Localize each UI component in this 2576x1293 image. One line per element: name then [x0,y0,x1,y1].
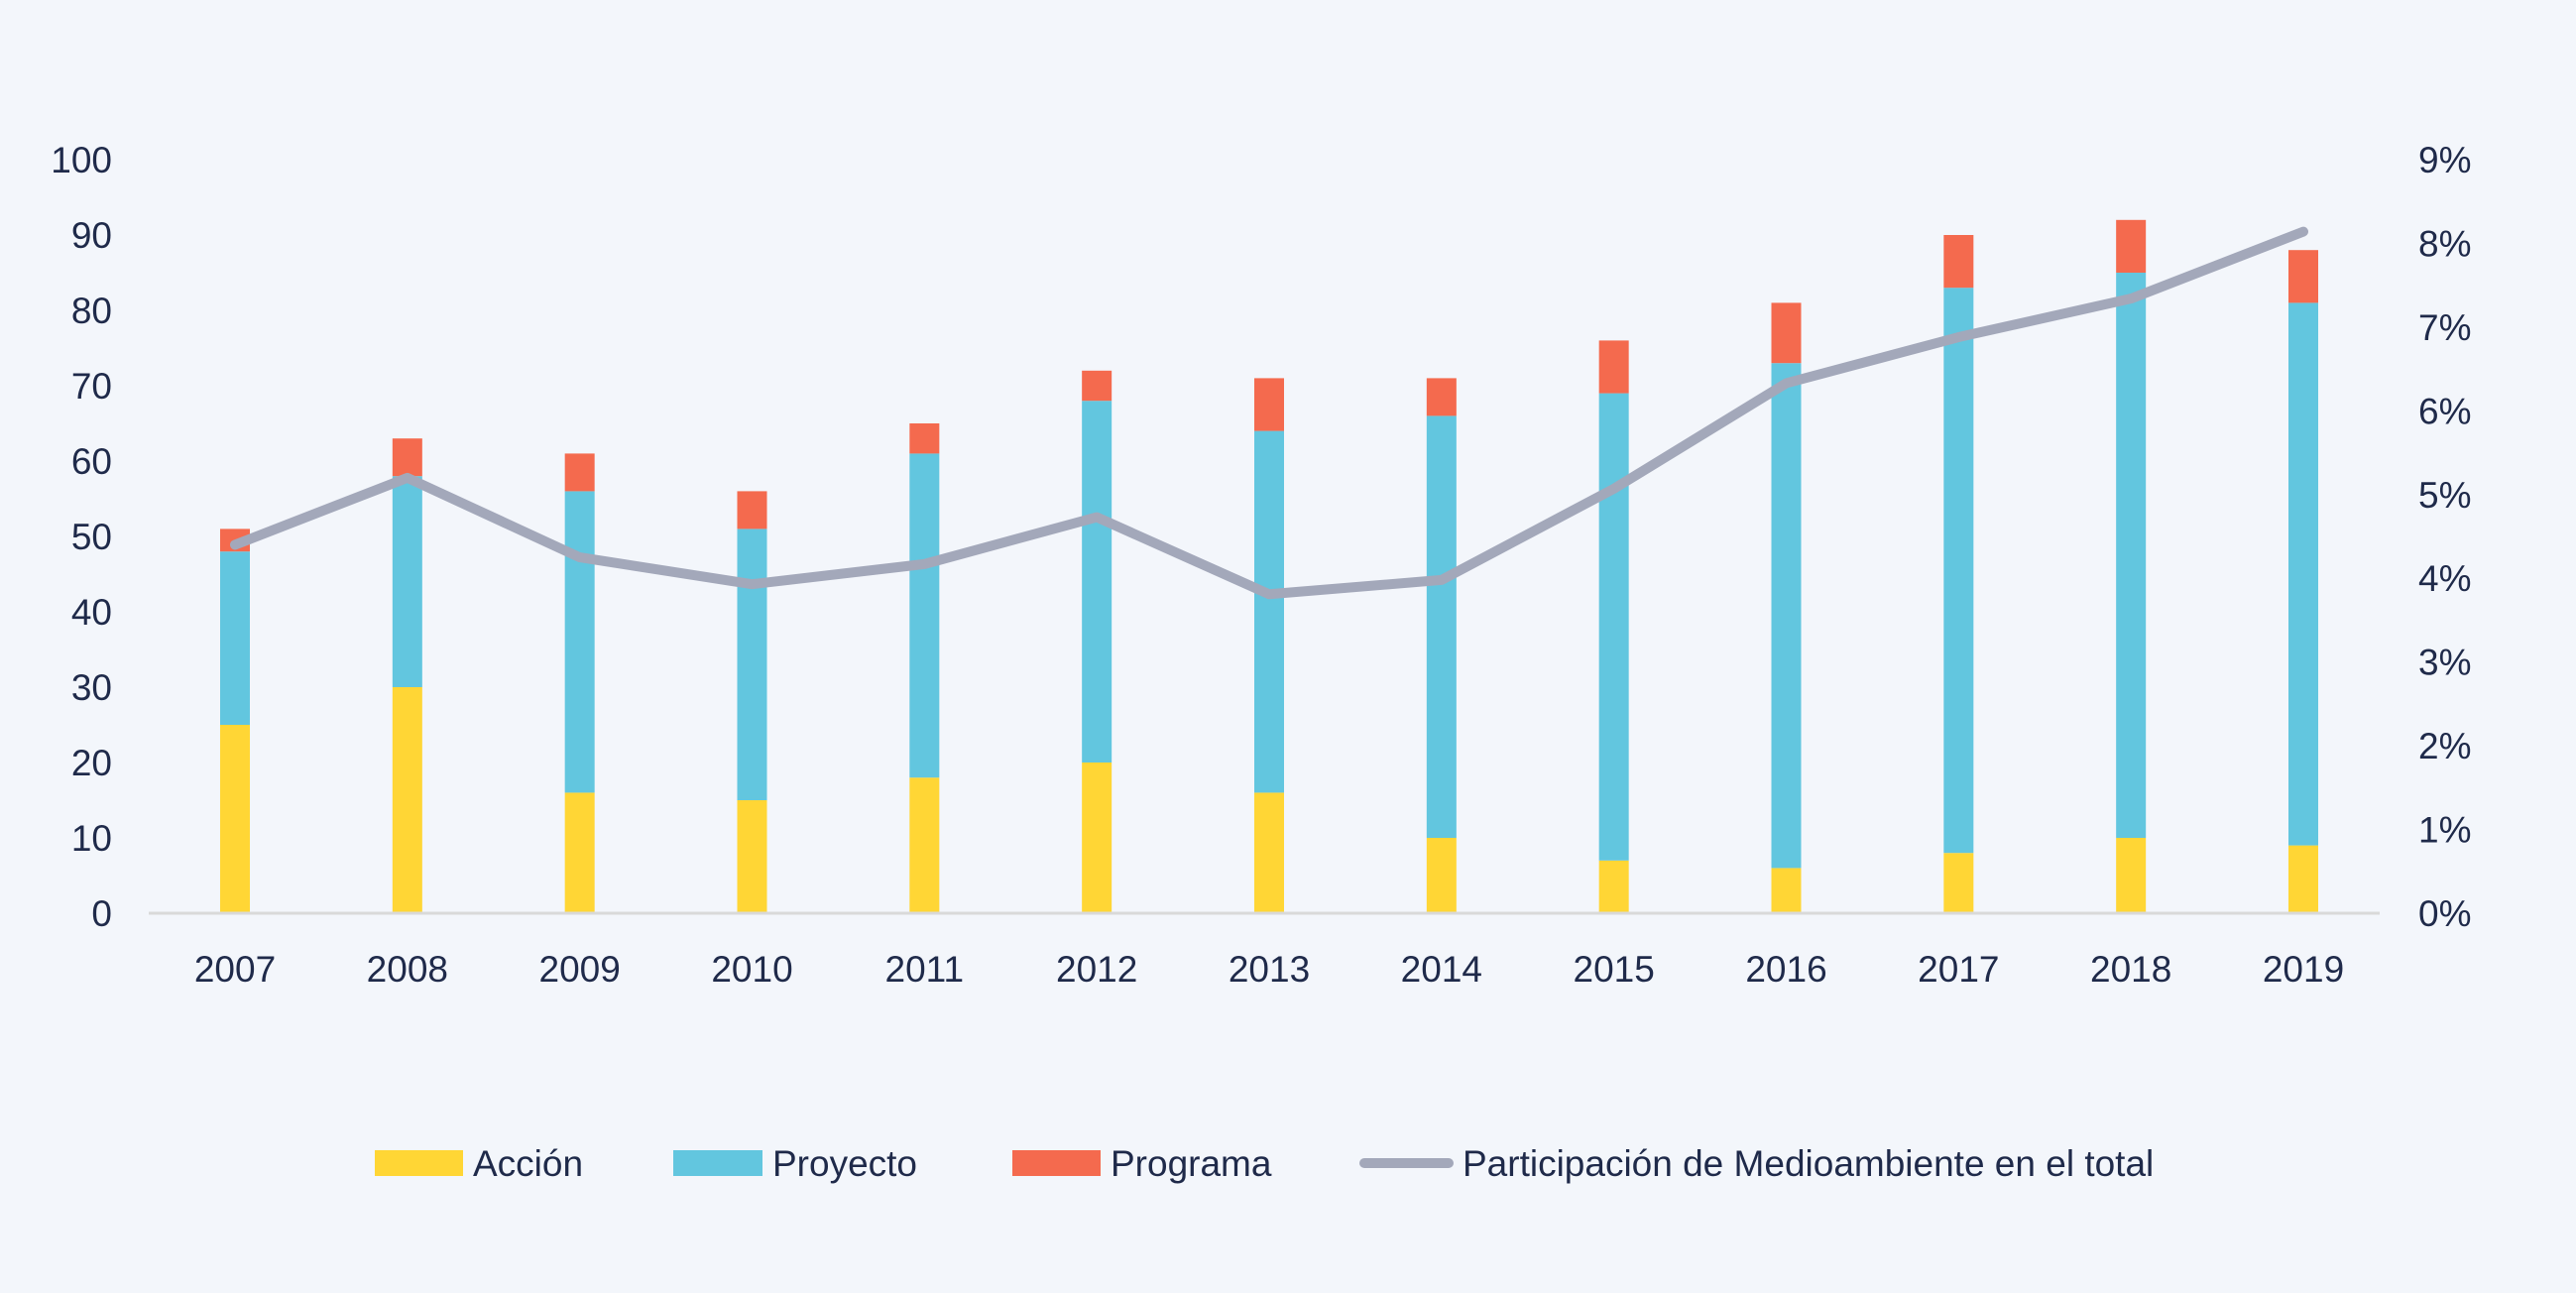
right-tick-label: 6% [2418,391,2471,431]
bar-proyecto-2013 [1254,431,1284,793]
bar-programa-2019 [2288,250,2318,302]
bar-programa-2010 [738,491,767,529]
x-tick-label: 2009 [539,949,621,990]
left-tick-label: 60 [71,441,112,482]
x-tick-label: 2018 [2090,949,2171,990]
bar-proyecto-2009 [565,491,595,792]
bar-acci-n-2014 [1427,838,1457,913]
right-tick-label: 1% [2418,810,2471,851]
x-tick-label: 2015 [1574,949,1655,990]
bar-proyecto-2007 [220,551,250,725]
bar-proyecto-2010 [738,529,767,800]
bar-acci-n-2007 [220,725,250,913]
bar-programa-2009 [565,453,595,491]
bar-proyecto-2011 [909,453,939,777]
legend-label: Acción [473,1143,583,1184]
bar-acci-n-2017 [1943,853,1973,913]
legend-swatch [673,1150,762,1176]
legend-swatch [375,1150,463,1176]
legend-item-3: Participación de Medioambiente en el tot… [1364,1143,2154,1184]
bar-acci-n-2015 [1599,861,1629,913]
x-tick-label: 2013 [1229,949,1310,990]
left-tick-label: 80 [71,291,112,331]
legend-item-2: Programa [1012,1143,1272,1184]
x-tick-label: 2011 [885,949,965,990]
legend-label: Proyecto [772,1143,917,1184]
legend: Acción Proyecto Programa Participación de M… [375,1143,2154,1184]
x-tick-label: 2017 [1918,949,1999,990]
bar-programa-2015 [1599,340,1629,393]
bar-acci-n-2013 [1254,792,1284,913]
legend-label: Participación de Medioambiente en el tot… [1463,1143,2154,1184]
bar-acci-n-2009 [565,792,595,913]
bar-acci-n-2012 [1082,763,1112,913]
bar-acci-n-2011 [909,777,939,913]
bar-acci-n-2019 [2288,846,2318,913]
left-tick-label: 0 [91,893,112,934]
right-tick-label: 9% [2418,140,2471,180]
right-tick-label: 2% [2418,726,2471,766]
bar-proyecto-2019 [2288,302,2318,845]
bar-programa-2017 [1943,235,1973,288]
x-axis-ticks: 2007 2008 2009 2010 2011 2012 2013 2014 2015 2016… [194,949,2344,990]
left-tick-label: 30 [71,667,112,708]
right-tick-label: 4% [2418,558,2471,599]
bar-proyecto-2017 [1943,288,1973,853]
bar-programa-2008 [393,438,422,476]
right-tick-label: 0% [2418,893,2471,934]
right-tick-label: 5% [2418,475,2471,516]
left-tick-label: 40 [71,592,112,633]
bar-acci-n-2010 [738,800,767,913]
bar-proyecto-2018 [2116,273,2146,838]
x-tick-label: 2010 [711,949,792,990]
bar-proyecto-2008 [393,476,422,687]
x-tick-label: 2012 [1056,949,1137,990]
legend-item-0: Acción [375,1143,583,1184]
x-tick-label: 2007 [194,949,276,990]
bar-acci-n-2016 [1772,868,1802,913]
right-axis-ticks: 0% 1% 2% 3% 4% 5% 6% 7% 8% 9% [2418,140,2471,934]
left-tick-label: 70 [71,366,112,407]
bar-programa-2018 [2116,220,2146,273]
bar-proyecto-2012 [1082,401,1112,763]
left-tick-label: 90 [71,215,112,256]
bar-proyecto-2016 [1772,363,1802,868]
x-tick-label: 2014 [1401,949,1482,990]
bar-programa-2016 [1772,302,1802,363]
right-tick-label: 3% [2418,643,2471,683]
x-tick-label: 2016 [1745,949,1826,990]
right-tick-label: 8% [2418,223,2471,264]
bar-programa-2012 [1082,371,1112,401]
legend-swatch [1012,1150,1101,1176]
legend-label: Programa [1111,1143,1272,1184]
legend-item-1: Proyecto [673,1143,917,1184]
bar-proyecto-2015 [1599,394,1629,861]
bar-proyecto-2014 [1427,415,1457,838]
bar-programa-2011 [909,423,939,453]
left-axis-ticks: 0 10 20 30 40 50 60 70 80 90 100 [51,140,112,934]
bar-acci-n-2008 [393,687,422,913]
left-tick-label: 50 [71,517,112,557]
left-tick-label: 100 [51,140,112,180]
left-tick-label: 20 [71,743,112,783]
x-tick-label: 2008 [367,949,448,990]
bar-acci-n-2018 [2116,838,2146,913]
bar-programa-2014 [1427,378,1457,415]
bar-programa-2013 [1254,378,1284,430]
right-tick-label: 7% [2418,307,2471,348]
x-tick-label: 2019 [2263,949,2344,990]
left-tick-label: 10 [71,818,112,859]
